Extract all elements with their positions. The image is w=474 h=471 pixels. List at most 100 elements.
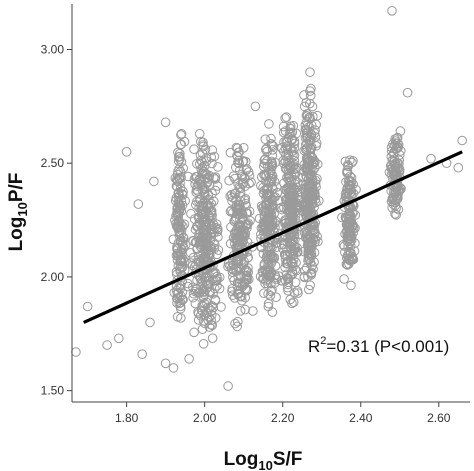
data-point xyxy=(262,184,273,194)
data-point xyxy=(279,137,289,147)
data-point xyxy=(344,188,355,199)
data-point xyxy=(226,189,237,200)
data-point xyxy=(233,203,244,213)
data-point xyxy=(201,217,212,228)
data-point xyxy=(188,288,199,299)
data-point xyxy=(172,176,182,186)
data-point xyxy=(232,281,243,292)
data-point xyxy=(173,250,183,261)
data-point xyxy=(259,155,270,165)
data-point xyxy=(224,175,234,186)
data-point xyxy=(240,304,250,315)
data-point xyxy=(168,363,179,373)
data-point xyxy=(260,278,270,289)
data-point xyxy=(230,318,240,329)
data-point xyxy=(210,185,221,196)
data-point xyxy=(188,235,198,246)
data-point xyxy=(214,283,225,294)
data-point xyxy=(176,139,186,150)
data-point xyxy=(198,232,209,243)
data-point xyxy=(393,193,403,204)
data-point xyxy=(345,236,356,247)
data-point xyxy=(344,216,355,227)
data-point xyxy=(206,152,217,163)
data-point xyxy=(200,276,211,286)
data-point xyxy=(265,264,275,275)
data-point xyxy=(283,190,294,200)
data-point xyxy=(226,205,237,216)
data-point xyxy=(340,229,350,239)
data-point xyxy=(285,123,296,134)
data-point xyxy=(180,240,191,250)
data-point xyxy=(235,207,245,218)
data-point xyxy=(206,310,217,320)
data-point xyxy=(288,297,299,308)
data-point xyxy=(270,270,280,281)
data-point xyxy=(250,101,261,112)
data-point xyxy=(272,237,282,248)
data-point xyxy=(191,283,201,294)
regression-line xyxy=(83,150,463,324)
data-point xyxy=(276,239,287,250)
data-point xyxy=(387,155,398,166)
data-point xyxy=(340,156,351,167)
data-point xyxy=(186,208,196,219)
data-point xyxy=(207,210,217,221)
data-point xyxy=(206,228,216,239)
data-point xyxy=(175,154,185,164)
data-point xyxy=(189,327,199,338)
data-point xyxy=(307,261,317,271)
data-point xyxy=(285,215,296,226)
data-point xyxy=(387,6,397,16)
data-point xyxy=(390,200,401,211)
data-point xyxy=(228,260,239,270)
x-axis-title: Log10S/F xyxy=(224,449,303,471)
data-point xyxy=(267,182,278,192)
data-point xyxy=(305,143,316,153)
data-point xyxy=(240,198,251,209)
data-point xyxy=(229,216,239,226)
data-point xyxy=(183,278,193,289)
data-point xyxy=(305,98,315,109)
data-point xyxy=(175,303,186,314)
data-point xyxy=(286,237,296,247)
data-point xyxy=(284,201,294,211)
data-point xyxy=(345,184,356,195)
data-point xyxy=(258,161,269,172)
data-point xyxy=(245,216,255,226)
data-point xyxy=(284,129,295,139)
data-point xyxy=(225,238,236,249)
data-point xyxy=(196,155,206,166)
data-point xyxy=(212,181,223,191)
x-tick-label: 2.40 xyxy=(349,411,373,425)
data-point xyxy=(261,192,271,203)
data-point xyxy=(82,301,93,312)
data-point xyxy=(233,157,243,168)
data-point xyxy=(295,229,305,240)
data-point xyxy=(345,181,356,192)
data-point xyxy=(204,322,215,332)
y-tick-label: 3.00 xyxy=(41,42,65,56)
data-point xyxy=(260,134,271,144)
data-point xyxy=(257,266,268,277)
data-point xyxy=(198,291,209,302)
data-point xyxy=(210,294,221,305)
data-point xyxy=(180,196,190,206)
axis-ticks: 1.80 2.00 2.20 2.40 2.60 1.50 2.00 2.50 3.00 xyxy=(41,42,451,425)
data-point xyxy=(176,130,186,140)
data-point xyxy=(212,249,222,260)
data-point xyxy=(178,294,188,305)
y-tick-label: 1.50 xyxy=(41,384,65,398)
data-point xyxy=(232,277,243,288)
data-point xyxy=(207,158,217,169)
data-point xyxy=(204,286,215,297)
data-point xyxy=(232,237,242,247)
data-point xyxy=(343,254,354,265)
data-point xyxy=(173,206,184,217)
data-point xyxy=(206,319,216,330)
data-point xyxy=(263,205,274,216)
data-point xyxy=(267,285,277,295)
data-point xyxy=(288,258,298,269)
data-point xyxy=(393,140,404,150)
data-point xyxy=(386,151,397,162)
